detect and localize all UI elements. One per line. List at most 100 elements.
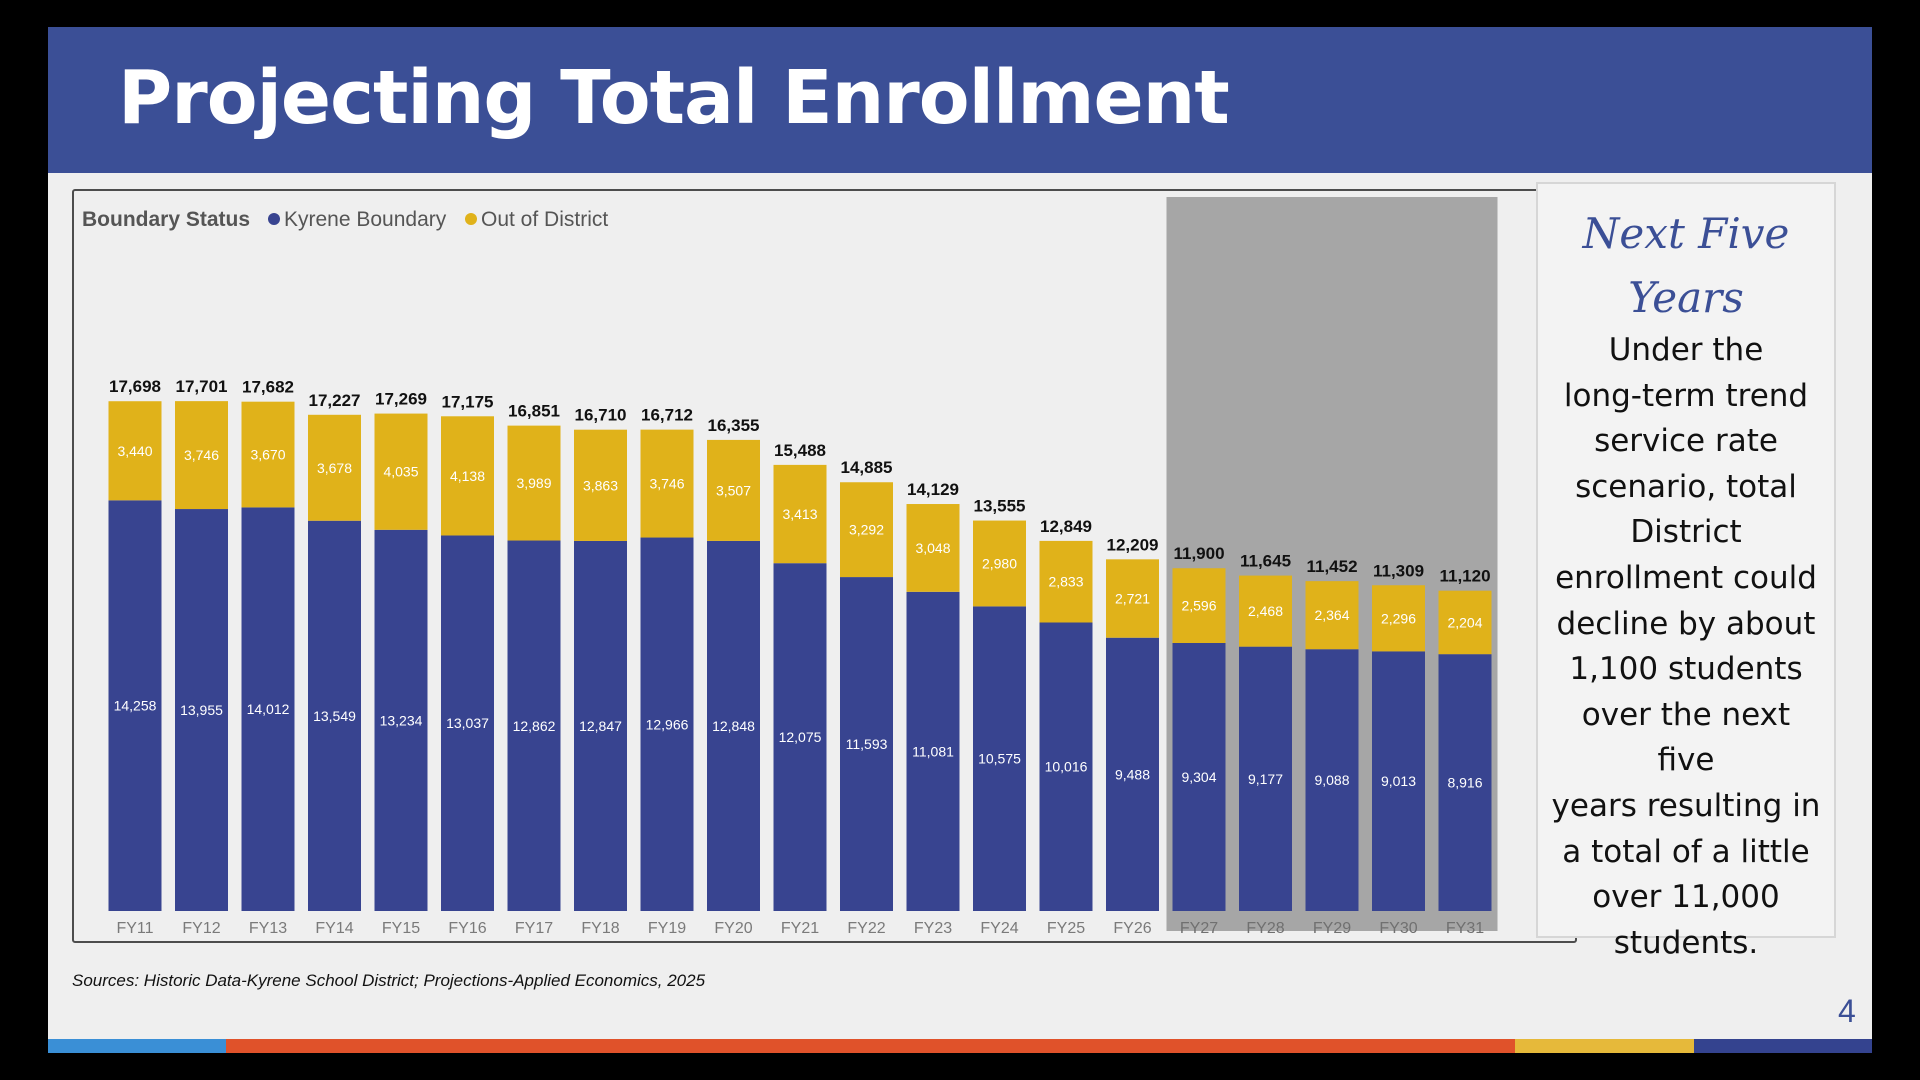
data-label-kyrene: 12,075 (779, 729, 822, 745)
panel-body-line: enrollment could (1555, 559, 1817, 596)
bar-out-of-district-FY18 (574, 429, 627, 541)
bar-kyrene-FY25 (1039, 622, 1093, 911)
bar-kyrene-FY30 (1372, 651, 1425, 911)
bottom-stripe-navy (1694, 1039, 1872, 1053)
panel-body: Under the long-term trend service rate s… (1550, 328, 1822, 966)
data-label-total: 14,129 (907, 480, 959, 499)
data-label-out-of-district: 3,413 (782, 506, 817, 522)
bar-out-of-district-FY15 (374, 413, 428, 530)
data-label-total: 11,309 (1373, 561, 1424, 580)
data-label-out-of-district: 3,678 (317, 460, 352, 476)
bar-kyrene-FY31 (1438, 654, 1492, 911)
bar-out-of-district-FY12 (175, 401, 228, 510)
data-label-kyrene: 12,862 (513, 718, 556, 734)
x-tick-label: FY15 (382, 920, 420, 937)
data-label-total: 17,175 (442, 392, 494, 411)
bar-out-of-district-FY24 (973, 520, 1026, 607)
data-label-total: 17,269 (375, 390, 427, 409)
x-tick-label: FY31 (1446, 920, 1484, 937)
bar-kyrene-FY24 (973, 606, 1026, 911)
bottom-stripe-orange (226, 1039, 1515, 1053)
x-tick-label: FY21 (781, 920, 819, 937)
data-label-kyrene: 9,013 (1381, 773, 1416, 789)
bar-kyrene-FY16 (441, 535, 494, 911)
panel-body-line: 1,100 students (1569, 651, 1803, 688)
panel-body-line: long-term trend (1563, 377, 1809, 414)
data-label-kyrene: 9,177 (1248, 771, 1283, 787)
bar-kyrene-FY21 (773, 563, 827, 911)
panel-body-line: years resulting in (1551, 787, 1821, 824)
data-label-kyrene: 13,549 (313, 708, 356, 724)
data-label-out-of-district: 4,035 (383, 464, 418, 480)
bar-out-of-district-FY23 (906, 504, 960, 592)
data-label-total: 11,120 (1439, 567, 1490, 586)
panel-body-line: students. (1613, 924, 1759, 961)
panel-body-line: service rate (1594, 423, 1778, 460)
bar-out-of-district-FY19 (640, 429, 694, 538)
data-label-out-of-district: 3,507 (716, 482, 751, 498)
data-label-out-of-district: 3,440 (117, 443, 152, 459)
bar-out-of-district-FY21 (773, 464, 827, 564)
bar-kyrene-FY26 (1106, 637, 1159, 911)
data-label-total: 16,851 (508, 402, 560, 421)
data-label-kyrene: 8,916 (1447, 775, 1482, 791)
data-label-out-of-district: 3,746 (184, 447, 219, 463)
panel-body-line: decline by about (1556, 605, 1816, 642)
data-label-out-of-district: 2,980 (982, 555, 1017, 571)
data-label-total: 16,712 (641, 406, 693, 425)
panel-body-line: over 11,000 (1592, 879, 1780, 916)
sources-note: Sources: Historic Data-Kyrene School Dis… (72, 971, 706, 990)
x-tick-label: FY18 (581, 920, 619, 937)
panel-body-line: over the next five (1581, 696, 1791, 779)
bar-kyrene-FY17 (507, 540, 561, 911)
data-label-total: 13,555 (974, 497, 1026, 516)
data-label-total: 16,355 (708, 416, 760, 435)
data-label-total: 12,849 (1040, 517, 1092, 536)
chart-canvas: Boundary Status Kyrene Boundary Out of Dis… (82, 197, 1498, 937)
bar-kyrene-FY22 (840, 577, 893, 911)
x-tick-label: FY28 (1246, 920, 1284, 937)
x-tick-label: FY26 (1113, 920, 1151, 937)
x-tick-label: FY11 (116, 920, 153, 937)
data-label-total: 15,488 (774, 441, 826, 460)
x-tick-label: FY24 (980, 920, 1018, 937)
data-label-total: 11,900 (1173, 544, 1224, 563)
bar-out-of-district-FY13 (241, 401, 295, 508)
bar-kyrene-FY29 (1305, 649, 1359, 911)
bar-kyrene-FY20 (707, 540, 760, 911)
title-bar: Projecting Total Enrollment (48, 27, 1872, 173)
x-tick-label: FY22 (847, 920, 885, 937)
panel-heading: Next Five Years (1538, 202, 1834, 330)
bar-kyrene-FY13 (241, 507, 295, 911)
data-label-kyrene: 13,955 (180, 702, 223, 718)
page-title: Projecting Total Enrollment (118, 55, 1230, 141)
data-label-total: 16,710 (575, 406, 627, 425)
bar-out-of-district-FY27 (1172, 568, 1226, 644)
data-label-out-of-district: 3,746 (649, 476, 684, 492)
data-label-kyrene: 11,081 (912, 743, 954, 759)
data-label-out-of-district: 3,048 (915, 540, 950, 556)
bar-kyrene-FY19 (640, 537, 694, 911)
bar-kyrene-FY12 (175, 509, 228, 911)
bar-kyrene-FY27 (1172, 643, 1226, 911)
data-label-total: 17,698 (109, 377, 161, 396)
data-label-kyrene: 9,488 (1115, 766, 1150, 782)
x-tick-label: FY16 (448, 920, 486, 937)
data-label-out-of-district: 2,596 (1181, 598, 1216, 614)
panel-heading-line-2: Years (1628, 273, 1744, 322)
x-tick-label: FY19 (648, 920, 686, 937)
legend-title: Boundary Status (82, 208, 250, 231)
bar-kyrene-FY23 (906, 591, 960, 911)
bar-out-of-district-FY30 (1372, 585, 1425, 652)
data-label-out-of-district: 3,670 (250, 447, 285, 463)
bar-out-of-district-FY26 (1106, 559, 1159, 638)
bar-out-of-district-FY31 (1438, 590, 1492, 655)
panel-heading-line-1: Next Five (1582, 209, 1790, 258)
data-label-total: 17,682 (242, 378, 294, 397)
x-tick-label: FY29 (1313, 920, 1351, 937)
data-label-kyrene: 12,966 (646, 716, 689, 732)
data-label-kyrene: 11,593 (846, 736, 888, 752)
bar-out-of-district-FY20 (707, 439, 760, 541)
bar-kyrene-FY28 (1239, 646, 1292, 911)
data-label-total: 12,209 (1107, 535, 1159, 554)
